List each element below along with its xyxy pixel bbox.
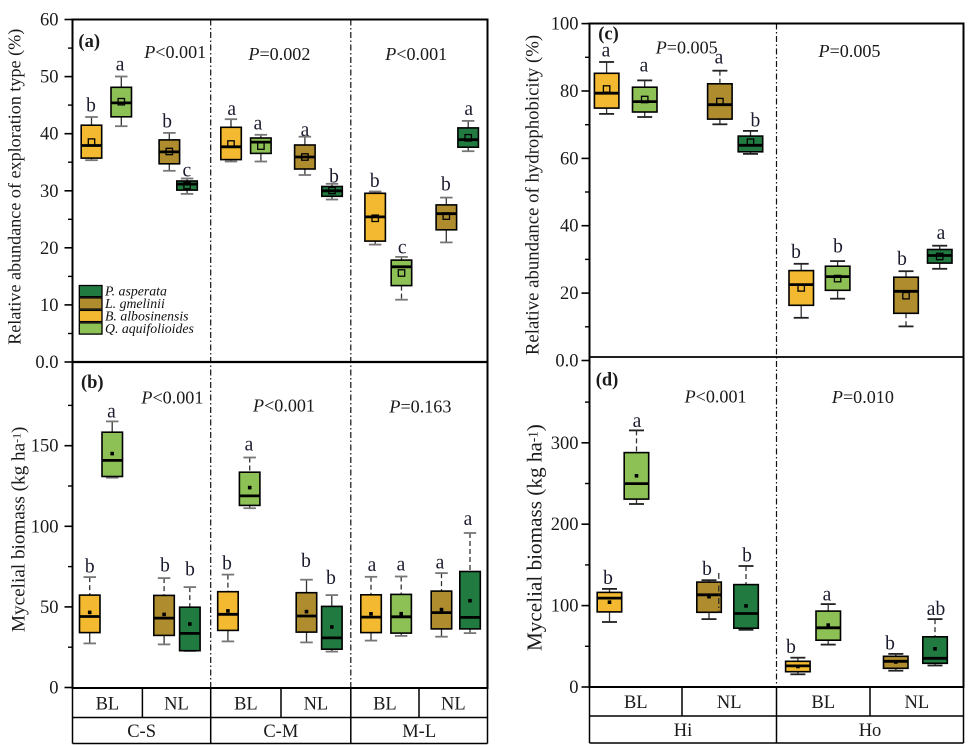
svg-text:M-L: M-L — [402, 722, 436, 742]
svg-text:P<0.001: P<0.001 — [252, 396, 315, 416]
svg-text:a: a — [301, 120, 310, 141]
svg-text:150: 150 — [31, 437, 59, 457]
svg-text:80: 80 — [560, 82, 579, 102]
svg-text:b: b — [86, 96, 96, 117]
svg-text:b: b — [603, 568, 613, 589]
svg-text:NL: NL — [717, 693, 742, 713]
svg-text:0.0: 0.0 — [555, 352, 578, 372]
svg-text:a: a — [464, 509, 473, 530]
svg-text:b: b — [85, 557, 95, 578]
svg-text:60: 60 — [560, 149, 579, 169]
svg-text:P<0.001: P<0.001 — [384, 44, 447, 64]
svg-text:Relative abundance of explorat: Relative abundance of exploration type (… — [5, 29, 26, 345]
svg-text:P=0.163: P=0.163 — [388, 397, 451, 417]
svg-text:L. gmelinii: L. gmelinii — [104, 296, 165, 311]
svg-text:NL: NL — [164, 695, 189, 715]
svg-text:(b): (b) — [81, 373, 104, 393]
svg-text:BL: BL — [624, 693, 648, 713]
svg-text:40: 40 — [40, 125, 59, 145]
svg-text:50: 50 — [40, 68, 59, 88]
svg-text:30: 30 — [40, 182, 59, 202]
svg-text:b: b — [329, 166, 339, 187]
svg-text:(d): (d) — [596, 371, 619, 391]
svg-text:a: a — [116, 54, 125, 75]
svg-text:a: a — [937, 223, 946, 244]
svg-text:Relative abundance of hydropho: Relative abundance of hydrophobicity (%) — [523, 35, 544, 355]
svg-text:c: c — [398, 238, 407, 259]
svg-text:a: a — [227, 99, 236, 120]
svg-text:a: a — [602, 41, 611, 62]
svg-text:20: 20 — [560, 284, 579, 304]
svg-text:a: a — [254, 114, 263, 135]
svg-text:b: b — [786, 637, 796, 658]
svg-text:BL: BL — [373, 695, 397, 715]
svg-text:b: b — [326, 568, 336, 589]
svg-text:BL: BL — [234, 695, 258, 715]
svg-text:Ho: Ho — [859, 721, 882, 741]
svg-text:200: 200 — [551, 515, 579, 535]
svg-text:P<0.001: P<0.001 — [143, 42, 206, 62]
svg-text:b: b — [185, 560, 195, 581]
svg-text:a: a — [715, 48, 724, 69]
svg-text:100: 100 — [551, 15, 579, 35]
svg-text:Hi: Hi — [674, 721, 693, 741]
svg-text:40: 40 — [560, 217, 579, 237]
svg-text:Mycelial biomass (kg ha-1): Mycelial biomass (kg ha-1) — [8, 427, 29, 632]
svg-text:b: b — [370, 171, 380, 192]
svg-text:NL: NL — [904, 693, 929, 713]
svg-text:b: b — [162, 112, 172, 133]
svg-text:b: b — [742, 546, 752, 567]
svg-text:0.0: 0.0 — [35, 353, 58, 373]
svg-text:300: 300 — [551, 434, 579, 454]
svg-text:NL: NL — [441, 695, 466, 715]
svg-text:P. asperata: P. asperata — [104, 284, 167, 299]
svg-text:Q. aquifolioides: Q. aquifolioides — [105, 321, 194, 336]
svg-text:b: b — [441, 174, 451, 195]
svg-text:a: a — [823, 585, 832, 606]
svg-text:B. albosinensis: B. albosinensis — [105, 309, 189, 324]
svg-text:C-M: C-M — [263, 722, 298, 742]
svg-text:c: c — [182, 161, 191, 182]
svg-text:b: b — [791, 242, 801, 263]
svg-text:a: a — [633, 411, 642, 432]
svg-text:b: b — [897, 249, 907, 270]
svg-text:b: b — [702, 559, 712, 580]
svg-text:10: 10 — [40, 296, 59, 316]
svg-text:a: a — [107, 402, 116, 423]
svg-text:P=0.005: P=0.005 — [655, 37, 718, 57]
svg-text:a: a — [464, 99, 473, 120]
svg-text:b: b — [885, 633, 895, 654]
svg-text:BL: BL — [811, 693, 835, 713]
svg-text:b: b — [222, 553, 232, 574]
svg-text:b: b — [160, 556, 170, 577]
svg-text:P<0.001: P<0.001 — [140, 388, 203, 408]
svg-text:b: b — [301, 551, 311, 572]
svg-text:P=0.005: P=0.005 — [818, 41, 881, 61]
svg-text:a: a — [640, 56, 649, 77]
svg-text:a: a — [368, 555, 377, 576]
svg-text:P=0.010: P=0.010 — [831, 387, 894, 407]
svg-text:Mycelial biomass (kg ha-1): Mycelial biomass (kg ha-1) — [523, 424, 547, 651]
svg-text:0: 0 — [49, 679, 58, 699]
svg-text:0: 0 — [569, 678, 578, 698]
svg-text:a: a — [397, 555, 406, 576]
svg-text:(c): (c) — [598, 25, 619, 45]
svg-text:60: 60 — [40, 11, 59, 31]
svg-text:BL: BL — [96, 695, 120, 715]
svg-text:ab: ab — [927, 599, 945, 620]
svg-text:NL: NL — [304, 695, 329, 715]
svg-text:20: 20 — [40, 239, 59, 259]
svg-text:100: 100 — [31, 517, 59, 537]
svg-text:a: a — [436, 553, 445, 574]
svg-text:(a): (a) — [78, 32, 100, 52]
svg-text:P<0.001: P<0.001 — [684, 387, 747, 407]
svg-text:P=0.002: P=0.002 — [247, 44, 310, 64]
svg-text:a: a — [245, 435, 254, 456]
svg-text:b: b — [833, 237, 843, 258]
svg-text:b: b — [751, 111, 761, 132]
svg-text:100: 100 — [551, 597, 579, 617]
svg-text:C-S: C-S — [127, 722, 156, 742]
svg-text:50: 50 — [40, 598, 59, 618]
